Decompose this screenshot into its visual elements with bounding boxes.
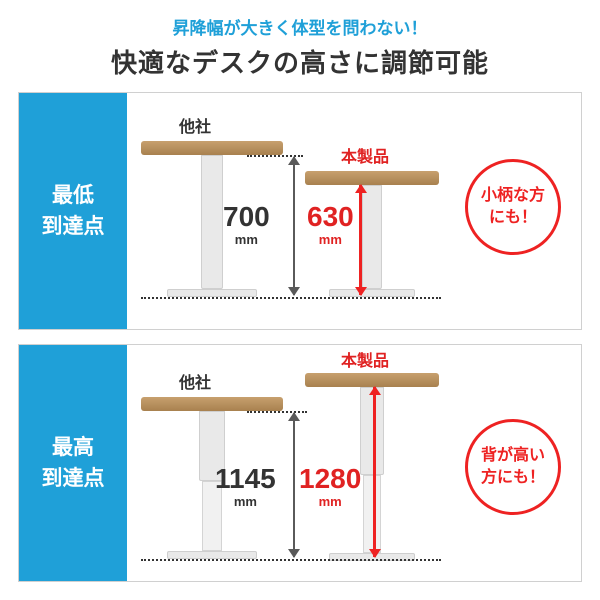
- product-arrow-icon: [359, 185, 362, 295]
- product-value-max: 1280: [299, 463, 361, 494]
- title: 快適なデスクの高さに調節可能: [0, 43, 600, 80]
- product-caption-max: 本製品: [341, 347, 389, 371]
- competitor-value-max: 1145: [215, 463, 276, 494]
- competitor-unit: mm: [223, 233, 270, 246]
- product-unit-max: mm: [299, 495, 361, 508]
- product-desk: [305, 171, 439, 185]
- competitor-value: 700: [223, 201, 270, 232]
- competitor-caption-max: 他社: [179, 369, 211, 393]
- baseline-floor: [141, 297, 441, 299]
- baseline-floor-max: [141, 559, 441, 561]
- competitor-measure-max: 1145 mm: [215, 465, 276, 508]
- product-desk-max: [305, 373, 439, 387]
- competitor-desk-max: [141, 397, 283, 411]
- competitor-arrow-icon: [293, 157, 295, 295]
- badge-min: 小柄な方 にも！: [465, 159, 561, 255]
- competitor-arrow-max-icon: [293, 413, 295, 557]
- competitor-caption: 他社: [179, 113, 211, 137]
- panel-max-diagram: 他社 本製品 1145 mm 1280 mm 背が高い 方にも！: [127, 345, 581, 581]
- competitor-desk: [141, 141, 283, 155]
- competitor-unit-max: mm: [215, 495, 276, 508]
- competitor-measure: 700 mm: [223, 203, 270, 246]
- header: 昇降幅が大きく体型を問わない！ 快適なデスクの高さに調節可能: [0, 0, 600, 92]
- panel-max: 最高 到達点 他社 本製品 1145 mm: [18, 344, 582, 582]
- panel-min-label: 最低 到達点: [19, 93, 127, 329]
- panel-max-label: 最高 到達点: [19, 345, 127, 581]
- product-measure-max: 1280 mm: [299, 465, 361, 508]
- product-caption: 本製品: [341, 143, 389, 167]
- product-arrow-max-icon: [373, 387, 376, 557]
- badge-max: 背が高い 方にも！: [465, 419, 561, 515]
- product-value: 630: [307, 201, 354, 232]
- product-measure: 630 mm: [307, 203, 354, 246]
- product-unit: mm: [307, 233, 354, 246]
- panel-min: 最低 到達点 他社 本製品 700 mm 630: [18, 92, 582, 330]
- panel-min-diagram: 他社 本製品 700 mm 630 mm 小柄な方 にも！: [127, 93, 581, 329]
- subtitle: 昇降幅が大きく体型を問わない！: [0, 14, 600, 39]
